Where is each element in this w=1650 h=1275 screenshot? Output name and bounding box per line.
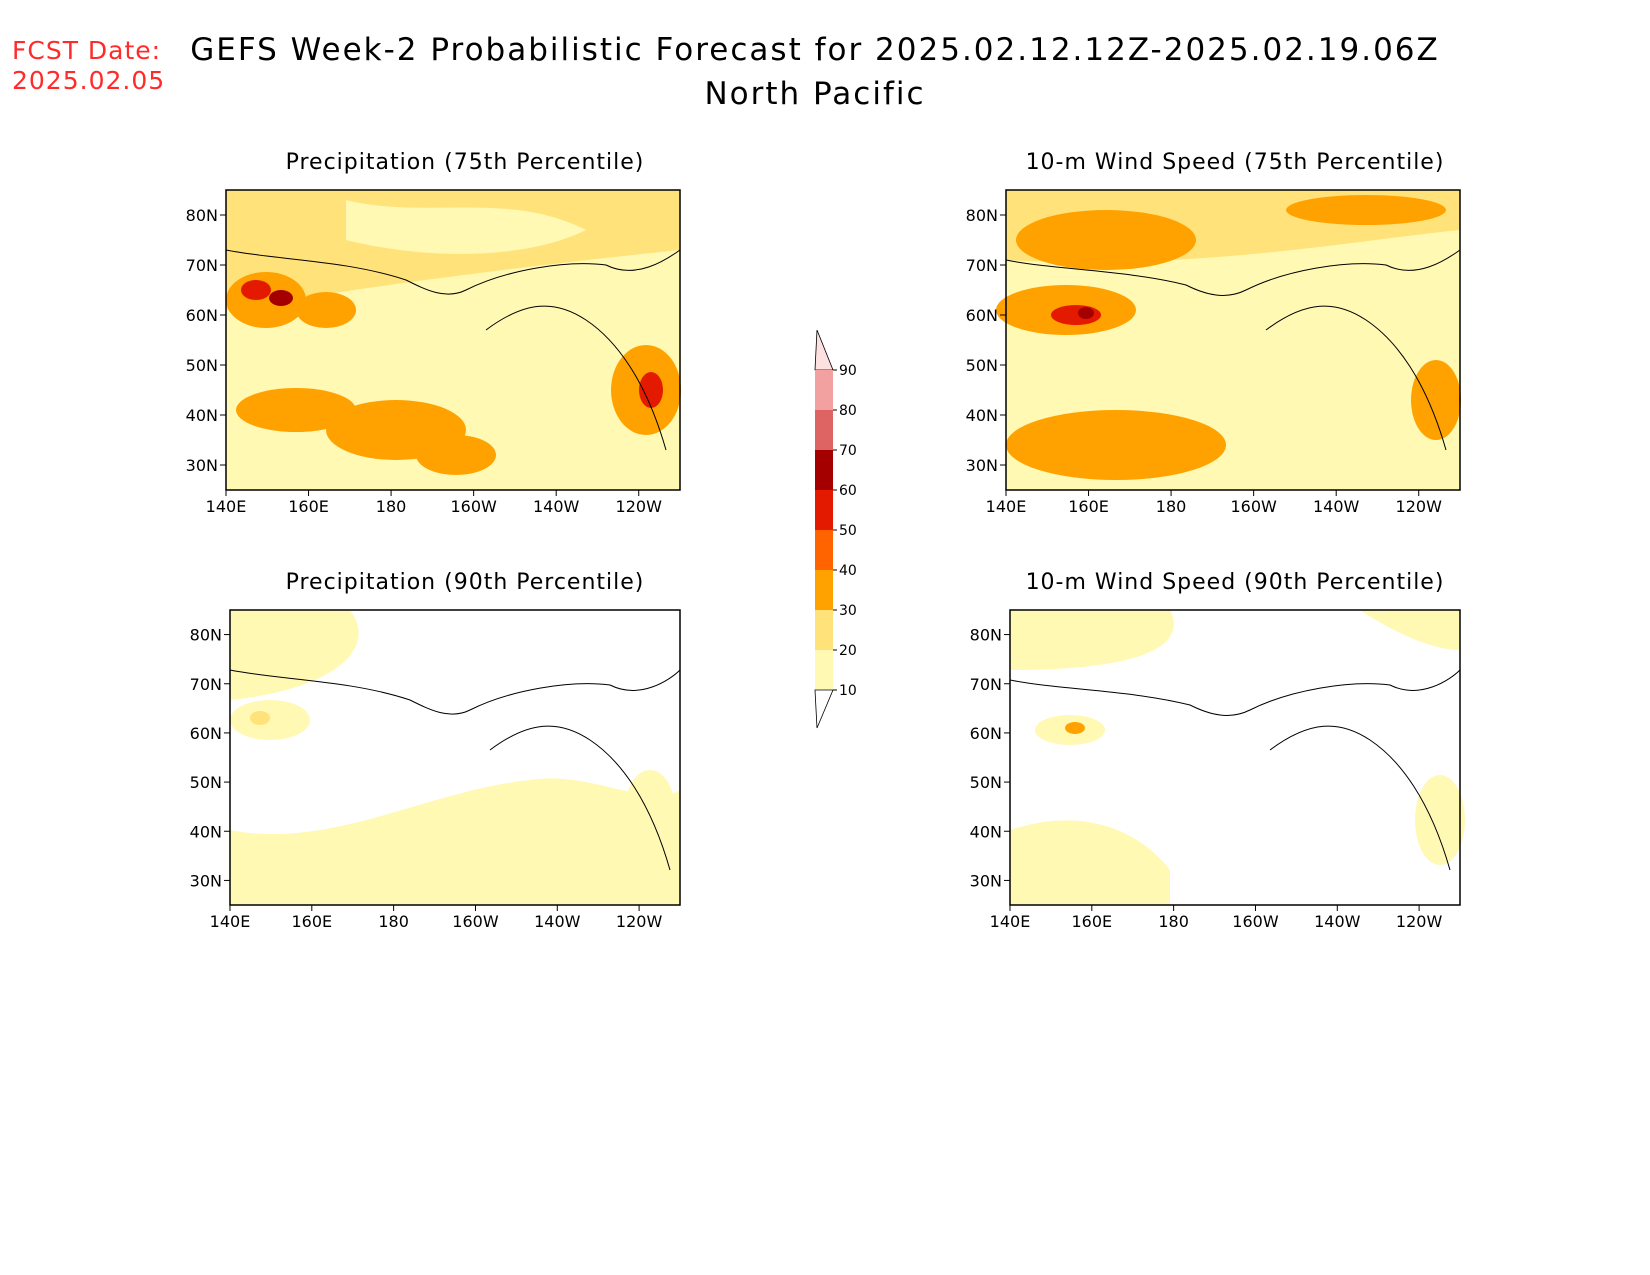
lon-tick-label: 120W <box>1396 497 1443 516</box>
lat-tick-label: 40N <box>970 822 1002 841</box>
lat-tick-label: 50N <box>190 773 222 792</box>
lat-tick-label: 60N <box>966 306 998 325</box>
lat-tick-label: 80N <box>970 626 1002 645</box>
lat-tick-label: 50N <box>970 773 1002 792</box>
color-legend: 10 20 30 40 50 60 70 80 90 <box>814 330 857 729</box>
legend-level-label: 20 <box>839 643 857 659</box>
page-title: GEFS Week-2 Probabilistic Forecast for 2… <box>190 32 1440 68</box>
lat-tick-label: 30N <box>190 871 222 890</box>
panel-title: 10-m Wind Speed (75th Percentile) <box>1025 150 1445 175</box>
panel-title: Precipitation (75th Percentile) <box>285 150 645 175</box>
page-subtitle: North Pacific <box>704 76 926 112</box>
lon-tick-label: 140W <box>533 497 580 516</box>
legend-swatch <box>815 530 833 570</box>
lon-tick-label: 140W <box>1314 912 1361 931</box>
lon-tick-label: 140E <box>210 912 251 931</box>
lat-tick-label: 50N <box>186 356 218 375</box>
lat-tick-label: 80N <box>186 206 218 225</box>
lon-tick-label: 160E <box>288 497 329 516</box>
lat-tick-label: 70N <box>186 256 218 275</box>
lon-tick-label: 160W <box>452 912 499 931</box>
legend-level-label: 70 <box>839 443 857 459</box>
panel-precip-75: Precipitation (75th Percentile) 140E 160E… <box>160 150 690 520</box>
legend-level-label: 80 <box>839 403 857 419</box>
panel-wind-90: 10-m Wind Speed (90th Percentile) 140E 16… <box>940 570 1470 940</box>
panel-wind-75: 10-m Wind Speed (75th Percentile) 140E 16… <box>940 150 1470 520</box>
lon-tick-label: 160E <box>1071 912 1112 931</box>
map-precip-75: 140E 160E 180 160W 140W 120W 80N 70N 60N 50N 40N 30… <box>186 189 681 516</box>
legend-level-label: 10 <box>839 683 857 699</box>
lat-tick-label: 40N <box>190 822 222 841</box>
lon-tick-label: 140W <box>1313 497 1360 516</box>
lon-tick-label: 140E <box>986 497 1027 516</box>
legend-swatch <box>815 370 833 410</box>
lat-tick-label: 30N <box>186 456 218 475</box>
legend-swatch <box>815 610 833 650</box>
map-precip-90: 140E 160E 180 160W 140W 120W 80N 70N 60N 50N 40N 30… <box>190 609 681 931</box>
forecast-date-label: FCST Date: <box>12 36 162 65</box>
lon-tick-label: 180 <box>1156 497 1187 516</box>
lon-tick-label: 160E <box>1068 497 1109 516</box>
legend-level-label: 90 <box>839 363 857 379</box>
panel-precip-90: Precipitation (90th Percentile) 140E 160E… <box>160 570 690 940</box>
lat-tick-label: 60N <box>190 724 222 743</box>
lon-tick-label: 140E <box>206 497 247 516</box>
legend-swatch <box>815 570 833 610</box>
legend-swatch <box>815 490 833 530</box>
lat-tick-label: 80N <box>190 626 222 645</box>
legend-swatch <box>815 450 833 490</box>
lon-tick-label: 180 <box>378 912 409 931</box>
lat-tick-label: 70N <box>190 675 222 694</box>
lat-tick-label: 60N <box>970 724 1002 743</box>
lon-tick-label: 160W <box>1230 497 1277 516</box>
lon-tick-label: 120W <box>1396 912 1443 931</box>
lon-tick-label: 180 <box>1158 912 1189 931</box>
legend-swatch <box>815 410 833 450</box>
lat-tick-label: 70N <box>970 675 1002 694</box>
map-wind-90: 140E 160E 180 160W 140W 120W 80N 70N 60N 50N 40N 30… <box>970 609 1465 931</box>
lon-tick-label: 140E <box>990 912 1031 931</box>
lat-tick-label: 30N <box>970 871 1002 890</box>
lon-tick-label: 120W <box>616 497 663 516</box>
lat-tick-label: 40N <box>186 406 218 425</box>
panel-title: Precipitation (90th Percentile) <box>285 570 645 595</box>
legend-level-label: 30 <box>839 603 857 619</box>
lon-tick-label: 180 <box>376 497 407 516</box>
lon-tick-label: 120W <box>616 912 663 931</box>
legend-arrow-bottom <box>814 689 834 729</box>
lat-tick-label: 80N <box>966 206 998 225</box>
lat-tick-label: 40N <box>966 406 998 425</box>
legend-swatch <box>815 650 833 690</box>
forecast-date-value: 2025.02.05 <box>12 66 166 95</box>
map-wind-75: 140E 160E 180 160W 140W 120W 80N 70N 60N 50N 40N 30… <box>966 189 1461 516</box>
legend-level-label: 40 <box>839 563 857 579</box>
lon-tick-label: 160E <box>291 912 332 931</box>
legend-level-label: 50 <box>839 523 857 539</box>
forecast-date-block: FCST Date: 2025.02.05 <box>12 36 165 96</box>
lon-tick-label: 140W <box>534 912 581 931</box>
panel-title: 10-m Wind Speed (90th Percentile) <box>1025 570 1445 595</box>
lat-tick-label: 60N <box>186 306 218 325</box>
legend-level-label: 60 <box>839 483 857 499</box>
lat-tick-label: 50N <box>966 356 998 375</box>
lat-tick-label: 70N <box>966 256 998 275</box>
lon-tick-label: 160W <box>450 497 497 516</box>
lat-tick-label: 30N <box>966 456 998 475</box>
lon-tick-label: 160W <box>1232 912 1279 931</box>
legend-arrow-top <box>814 330 834 371</box>
